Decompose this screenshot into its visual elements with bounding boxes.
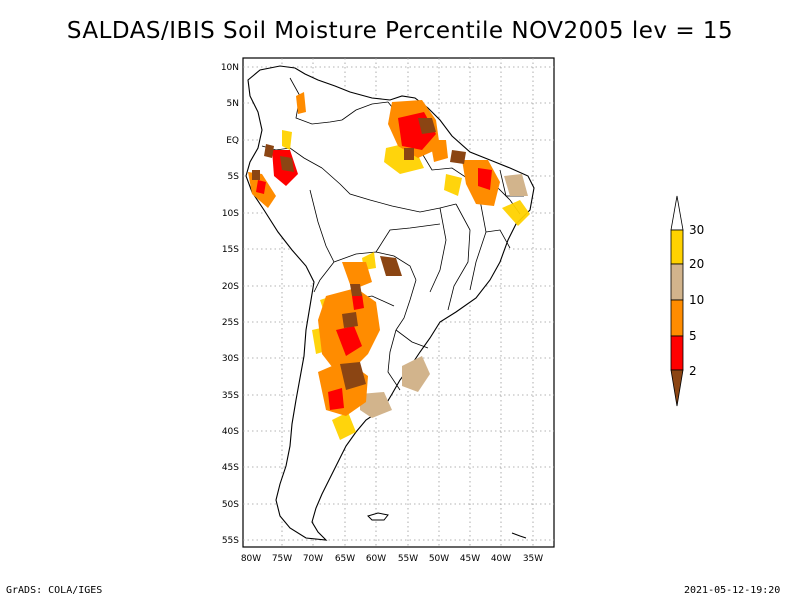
legend-label: 5 <box>689 329 697 343</box>
legend-label: 10 <box>689 293 704 307</box>
legend-label: 2 <box>689 364 697 378</box>
lon-label: 75W <box>272 554 292 564</box>
legend-swatch-10-20 <box>670 263 684 301</box>
lon-label: 35W <box>523 554 543 564</box>
legend-swatch-20-30 <box>670 229 684 265</box>
shading-lt2 <box>252 118 466 390</box>
lat-label: 10N <box>221 63 239 73</box>
falkland-islands <box>367 512 389 521</box>
lon-label: 55W <box>398 554 418 564</box>
footer-timestamp: 2021-05-12-19:20 <box>684 585 781 596</box>
lat-label: 40S <box>222 427 239 437</box>
lon-label: 65W <box>335 554 355 564</box>
map-title: SALDAS/IBIS Soil Moisture Percentile NOV… <box>66 18 734 44</box>
legend-swatch-lt2 <box>670 369 684 407</box>
lon-label: 80W <box>241 554 261 564</box>
lat-label: 35S <box>222 391 239 401</box>
legend-swatch-2-5 <box>670 335 684 371</box>
lon-label: 60W <box>366 554 386 564</box>
lat-label: 10S <box>222 209 239 219</box>
legend-swatch-5-10 <box>670 299 684 337</box>
lat-label: 5N <box>227 99 239 109</box>
legend-label: 20 <box>689 257 704 271</box>
lat-label: 30S <box>222 354 239 364</box>
lon-label: 45W <box>460 554 480 564</box>
latitude-labels: 10N 5N EQ 5S 10S 15S 20S 25S 30S 35S 40S… <box>221 63 239 546</box>
lat-label: 5S <box>228 172 240 182</box>
lat-label: 25S <box>222 318 239 328</box>
lat-label: 55S <box>222 536 239 546</box>
footer-grads-credit: GrADS: COLA/IGES <box>6 585 103 596</box>
lat-label: 15S <box>222 245 239 255</box>
lat-label: 20S <box>222 282 239 292</box>
lon-label: 50W <box>429 554 449 564</box>
legend-colorbar <box>670 195 684 407</box>
lat-label: EQ <box>226 136 239 146</box>
legend-swatch-gt30 <box>670 195 684 231</box>
lon-label: 70W <box>303 554 323 564</box>
lat-label: 45S <box>222 463 239 473</box>
lat-label: 50S <box>222 500 239 510</box>
longitude-labels: 80W 75W 70W 65W 60W 55W 50W 45W 40W 35W <box>241 554 543 564</box>
legend-label: 30 <box>689 223 704 237</box>
south-atlantic-island <box>511 532 527 539</box>
legend-labels: 30 20 10 5 2 <box>689 223 704 378</box>
lon-label: 40W <box>491 554 511 564</box>
